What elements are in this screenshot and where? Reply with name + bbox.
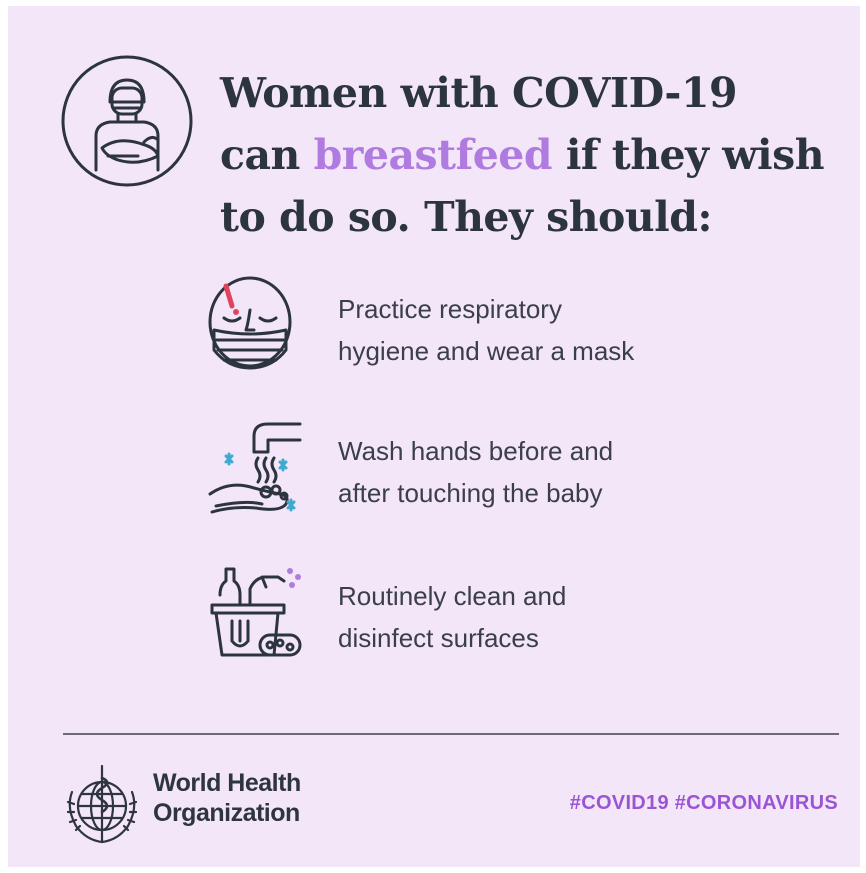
item-line1: Practice respiratory <box>338 294 562 324</box>
item-line1: Routinely clean and <box>338 581 567 611</box>
who-name-line1: World Health <box>153 769 301 797</box>
headline: Women with COVID-19 can breastfeed if th… <box>220 62 840 248</box>
footer-divider <box>63 733 839 735</box>
headline-accent-breastfeed: breastfeed <box>313 131 553 179</box>
list-item-wash-hands: Wash hands before and after touching the… <box>206 414 726 524</box>
infographic-card: Women with COVID-19 can breastfeed if th… <box>8 6 860 867</box>
item-line2: disinfect surfaces <box>338 623 539 653</box>
item-text: Routinely clean and disinfect surfaces <box>338 575 718 659</box>
hashtags: #COVID19 #CORONAVIRUS <box>569 792 838 814</box>
list-item-mask: Practice respiratory hygiene and wear a … <box>206 272 726 382</box>
headline-line3: to do so. They should: <box>220 193 713 241</box>
who-name-line2: Organization <box>153 799 300 827</box>
mother-holding-baby-icon <box>61 55 193 187</box>
headline-line2-post: if they wish <box>552 131 825 179</box>
who-emblem-logo <box>66 764 138 844</box>
headline-line1: Women with COVID-19 <box>220 69 738 117</box>
headline-line2-pre: can <box>220 131 314 179</box>
item-line2: hygiene and wear a mask <box>338 336 635 366</box>
item-text: Practice respiratory hygiene and wear a … <box>338 288 718 372</box>
who-wordmark: World Health Organization <box>153 768 301 828</box>
item-line1: Wash hands before and <box>338 436 614 466</box>
cleaning-supplies-icon <box>210 567 302 657</box>
item-text: Wash hands before and after touching the… <box>338 430 718 514</box>
list-item-clean-surfaces: Routinely clean and disinfect surfaces <box>206 559 726 669</box>
hand-washing-icon <box>208 422 302 514</box>
item-line2: after touching the baby <box>338 478 603 508</box>
masked-face-icon <box>208 276 292 370</box>
